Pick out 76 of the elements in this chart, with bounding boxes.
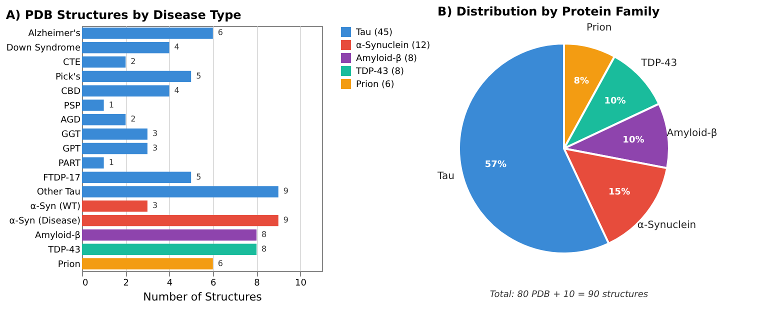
data-label: 8 xyxy=(262,244,267,254)
data-label: 9 xyxy=(283,216,288,225)
bar xyxy=(82,200,148,212)
slice-label: Tau xyxy=(436,170,454,182)
legend-label: TDP-43 (8) xyxy=(355,67,404,77)
text: Total: 80 PDB + 10 = 90 structures xyxy=(490,290,648,300)
y-tick-label: GPT xyxy=(62,144,81,154)
data-label: 57% xyxy=(484,160,506,170)
bar xyxy=(82,28,213,39)
bar xyxy=(82,100,104,111)
data-label: 10% xyxy=(622,136,644,146)
slice-label: α-Synuclein xyxy=(637,220,696,232)
y-tick-label: PART xyxy=(58,158,81,169)
data-label: 6 xyxy=(218,28,224,38)
x-tick-label: 10 xyxy=(294,278,307,288)
y-tick-label: Other Tau xyxy=(36,188,80,198)
x-tick-label: 0 xyxy=(82,278,88,288)
legend-label: Amyloid-β (8) xyxy=(356,54,418,64)
data-label: 2 xyxy=(130,57,136,66)
bar xyxy=(82,70,192,82)
x-tick-label: 6 xyxy=(210,278,217,288)
y-tick-label: PSP xyxy=(64,101,82,112)
y-tick-label: Down Syndrome xyxy=(6,44,81,54)
bar xyxy=(82,157,104,169)
data-label: 3 xyxy=(152,144,158,152)
x-tick-label: 8 xyxy=(254,278,260,288)
legend-label: α-Synuclein (12) xyxy=(356,41,430,51)
bar xyxy=(82,258,213,270)
y-tick-label: TDP-43 xyxy=(47,245,80,256)
data-label: 8% xyxy=(574,76,590,87)
bar xyxy=(82,128,148,140)
bar xyxy=(82,186,278,198)
chart-title: A) PDB Structures by Disease Type xyxy=(6,8,242,22)
chart-title: B) Distribution by Protein Family xyxy=(438,4,660,18)
bar xyxy=(82,229,257,241)
data-label: 5 xyxy=(196,71,202,80)
legend-label: Tau (45) xyxy=(355,28,393,38)
y-tick-label: α-Syn (Disease) xyxy=(9,216,80,227)
data-label: 8 xyxy=(262,230,267,239)
y-tick-label: Pick's xyxy=(55,72,81,82)
y-tick-label: GGT xyxy=(61,130,81,140)
y-tick-label: FTDP-17 xyxy=(43,173,80,184)
bar xyxy=(82,114,126,126)
y-tick-label: CTE xyxy=(63,58,81,68)
data-label: 5 xyxy=(196,172,202,182)
slice-label: Amyloid-β xyxy=(666,128,718,139)
x-tick-label: 2 xyxy=(123,278,130,288)
y-tick-label: CBD xyxy=(61,86,81,97)
data-label: 3 xyxy=(152,129,158,138)
y-tick-label: AGD xyxy=(60,116,81,126)
x-tick-label: 4 xyxy=(166,278,173,288)
data-label: 6 xyxy=(218,258,224,268)
data-label: 9 xyxy=(283,186,288,196)
data-label: 4 xyxy=(174,42,180,52)
bar xyxy=(82,42,170,54)
data-label: 2 xyxy=(130,114,136,124)
data-label: 10% xyxy=(604,96,626,107)
data-label: 4 xyxy=(174,86,180,95)
slice-label: Prion xyxy=(586,22,612,34)
data-label: 1 xyxy=(108,100,114,110)
bar xyxy=(82,244,257,256)
y-tick-label: Alzheimer's xyxy=(28,29,81,40)
slice-label: TDP-43 xyxy=(640,58,678,69)
data-label: 1 xyxy=(108,158,114,167)
y-tick-label: Amyloid-β xyxy=(35,230,81,241)
data-label: 15% xyxy=(608,187,630,198)
bar xyxy=(82,142,148,154)
x-axis-title: Number of Structures xyxy=(143,290,262,304)
legend-label: Prion (6) xyxy=(356,80,394,90)
y-tick-label: Prion xyxy=(58,260,80,270)
data-label: 3 xyxy=(152,201,158,210)
y-tick-label: α-Syn (WT) xyxy=(30,202,80,212)
bar xyxy=(82,172,192,183)
bar xyxy=(82,56,126,68)
bar xyxy=(82,85,170,96)
bar xyxy=(82,214,278,226)
